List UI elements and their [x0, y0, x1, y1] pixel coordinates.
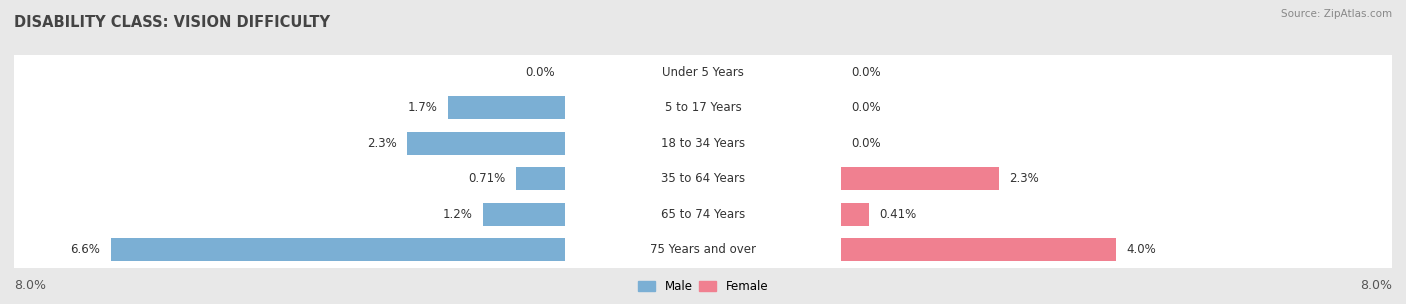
Text: DISABILITY CLASS: VISION DIFFICULTY: DISABILITY CLASS: VISION DIFFICULTY	[14, 15, 330, 30]
Text: 5 to 17 Years: 5 to 17 Years	[665, 102, 741, 114]
Bar	[841, 55, 1392, 90]
Text: 0.41%: 0.41%	[879, 208, 917, 221]
Text: 1.2%: 1.2%	[443, 208, 472, 221]
Bar	[111, 238, 565, 261]
Text: 75 Years and over: 75 Years and over	[650, 243, 756, 256]
Bar	[14, 55, 565, 90]
Text: 8.0%: 8.0%	[14, 279, 46, 292]
Bar	[449, 96, 565, 119]
Bar	[14, 90, 565, 126]
Bar	[841, 167, 1000, 190]
Bar	[565, 126, 841, 161]
Text: 0.0%: 0.0%	[851, 102, 880, 114]
Bar	[841, 238, 1116, 261]
Text: 6.6%: 6.6%	[70, 243, 100, 256]
Text: 2.3%: 2.3%	[367, 137, 396, 150]
Bar	[14, 232, 565, 268]
Text: 0.0%: 0.0%	[851, 66, 880, 79]
Text: Under 5 Years: Under 5 Years	[662, 66, 744, 79]
Text: Source: ZipAtlas.com: Source: ZipAtlas.com	[1281, 9, 1392, 19]
Text: 2.3%: 2.3%	[1010, 172, 1039, 185]
Bar	[841, 197, 1392, 232]
Bar	[841, 90, 1392, 126]
Bar	[565, 232, 841, 268]
Bar	[14, 126, 565, 161]
Bar	[482, 203, 565, 226]
Bar	[406, 132, 565, 155]
Bar	[565, 197, 841, 232]
Text: 8.0%: 8.0%	[1360, 279, 1392, 292]
Bar	[565, 90, 841, 126]
Bar	[516, 167, 565, 190]
Bar	[565, 161, 841, 197]
Text: 0.0%: 0.0%	[526, 66, 555, 79]
Bar	[841, 232, 1392, 268]
Bar	[841, 161, 1392, 197]
Text: 65 to 74 Years: 65 to 74 Years	[661, 208, 745, 221]
Bar	[565, 55, 841, 90]
Bar	[841, 203, 869, 226]
Bar	[14, 197, 565, 232]
Legend: Male, Female: Male, Female	[633, 276, 773, 298]
Text: 4.0%: 4.0%	[1126, 243, 1157, 256]
Text: 1.7%: 1.7%	[408, 102, 437, 114]
Text: 0.0%: 0.0%	[851, 137, 880, 150]
Bar	[14, 161, 565, 197]
Text: 0.71%: 0.71%	[468, 172, 506, 185]
Text: 18 to 34 Years: 18 to 34 Years	[661, 137, 745, 150]
Bar	[841, 126, 1392, 161]
Text: 35 to 64 Years: 35 to 64 Years	[661, 172, 745, 185]
